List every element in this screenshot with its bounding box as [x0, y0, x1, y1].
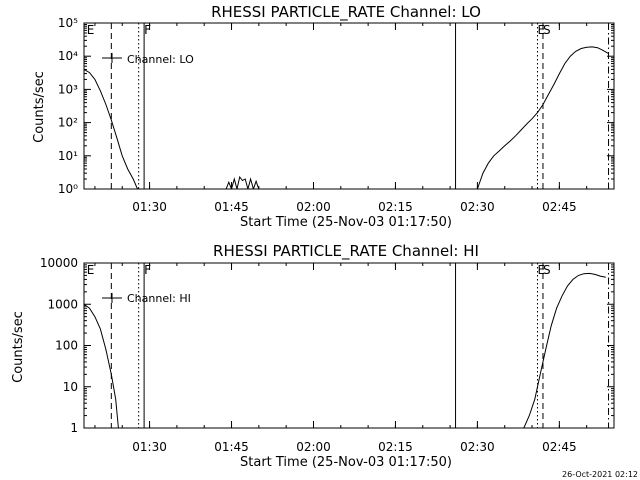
y-tick-label: 10¹ — [58, 149, 78, 163]
chart-title: RHESSI PARTICLE_RATE Channel: HI — [213, 242, 479, 261]
y-tick-label: 10000 — [40, 256, 78, 270]
timestamp: 26-Oct-2021 02:12 — [562, 470, 638, 479]
event-marker-label: F — [144, 263, 151, 277]
data-series-line — [225, 175, 260, 189]
x-axis-label: Start Time (25-Nov-03 01:17:50) — [240, 215, 452, 230]
legend-label: Channel: LO — [127, 53, 194, 66]
y-tick-label: 1000 — [47, 297, 78, 311]
lo-channel-panel: RHESSI PARTICLE_RATE Channel: LO Start T… — [32, 3, 615, 230]
y-axis-label: Counts/sec — [32, 71, 47, 143]
hi-channel-panel: RHESSI PARTICLE_RATE Channel: HI Start T… — [11, 242, 615, 470]
plot-frame — [83, 22, 615, 190]
x-tick-label: 02:30 — [460, 200, 495, 214]
x-tick-label: 02:45 — [542, 200, 577, 214]
event-marker-label: F — [144, 23, 151, 37]
y-tick-label: 10³ — [58, 82, 78, 96]
data-series-line — [84, 68, 138, 189]
data-series-line — [84, 303, 119, 428]
y-tick-label: 10⁵ — [58, 16, 78, 30]
y-tick-label: 10² — [58, 116, 78, 130]
y-tick-label: 10⁴ — [58, 49, 78, 63]
x-tick-label: 01:45 — [214, 440, 249, 454]
chart-title: RHESSI PARTICLE_RATE Channel: LO — [211, 3, 481, 22]
y-tick-label: 10⁰ — [58, 182, 78, 196]
x-tick-label: 02:15 — [378, 200, 413, 214]
legend-label: Channel: HI — [127, 292, 191, 305]
y-tick-label: 100 — [55, 339, 78, 353]
plot-frame — [83, 262, 615, 429]
event-marker-label: E — [87, 263, 95, 277]
event-marker-label: E — [87, 23, 95, 37]
x-tick-label: 02:15 — [378, 440, 413, 454]
x-tick-label: 02:00 — [296, 440, 331, 454]
x-axis-label: Start Time (25-Nov-03 01:17:50) — [240, 455, 452, 470]
y-tick-label: 1 — [70, 421, 78, 435]
x-tick-label: 01:45 — [214, 200, 249, 214]
x-tick-label: 02:45 — [542, 440, 577, 454]
x-tick-label: 02:30 — [460, 440, 495, 454]
x-tick-label: 01:30 — [132, 440, 167, 454]
event-marker-label: E — [538, 23, 546, 37]
event-marker-label: S — [543, 263, 551, 277]
data-series-line — [523, 272, 606, 428]
x-tick-label: 02:00 — [296, 200, 331, 214]
data-series-line — [476, 46, 609, 189]
event-marker-label: S — [543, 23, 551, 37]
x-tick-label: 01:30 — [132, 200, 167, 214]
event-marker-label: E — [538, 263, 546, 277]
y-tick-label: 10 — [63, 380, 78, 394]
y-axis-label: Counts/sec — [11, 311, 26, 383]
